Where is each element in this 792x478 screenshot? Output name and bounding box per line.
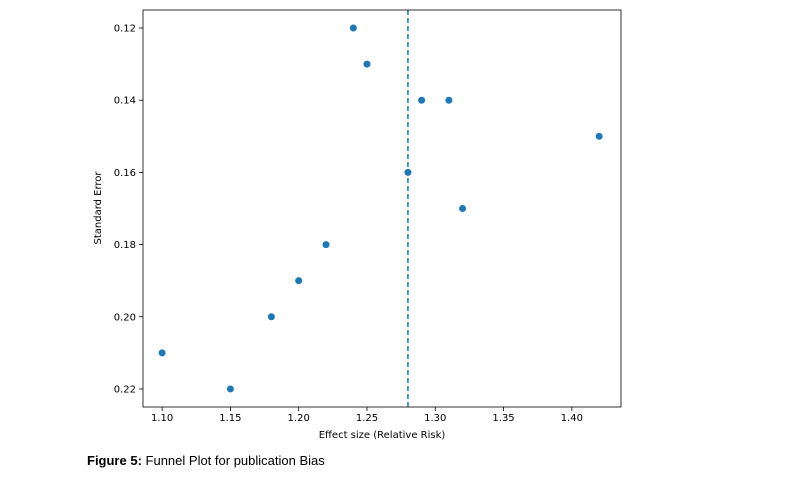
point <box>226 385 234 393</box>
x-axis-label: Effect size (Relative Risk) <box>319 430 446 441</box>
x-tick-label: 1.30 <box>424 413 446 424</box>
point <box>459 205 467 212</box>
x-tick-label: 1.20 <box>288 413 310 424</box>
caption-text: Funnel Plot for publication Bias <box>145 453 325 468</box>
point <box>445 96 453 104</box>
point <box>322 241 330 249</box>
y-tick-label: 0.12 <box>114 24 136 35</box>
point <box>267 313 275 321</box>
y-tick-label: 0.14 <box>114 96 136 107</box>
caption: Figure 5: Funnel Plot for publication Bi… <box>87 453 325 468</box>
x-tick-label: 1.15 <box>219 413 241 424</box>
y-tick-label: 0.18 <box>114 240 136 251</box>
chart: Effect size (Relative Risk) Standard Err… <box>93 9 622 441</box>
point <box>295 277 303 285</box>
point <box>418 96 426 104</box>
x-tick-label: 1.40 <box>561 413 583 424</box>
plot-frame <box>142 9 622 408</box>
y-tick-label: 0.20 <box>114 312 136 323</box>
point <box>363 60 371 68</box>
point <box>595 132 603 140</box>
y-tick-label: 0.22 <box>114 384 136 395</box>
y-axis-label: Standard Error <box>93 171 104 245</box>
point <box>158 349 166 357</box>
x-tick-label: 1.25 <box>356 413 378 424</box>
y-tick-label: 0.16 <box>114 168 136 179</box>
x-tick-label: 1.10 <box>151 413 173 424</box>
point <box>349 24 357 32</box>
x-tick-label: 1.35 <box>492 413 514 424</box>
caption-label: Figure 5: <box>87 453 142 468</box>
